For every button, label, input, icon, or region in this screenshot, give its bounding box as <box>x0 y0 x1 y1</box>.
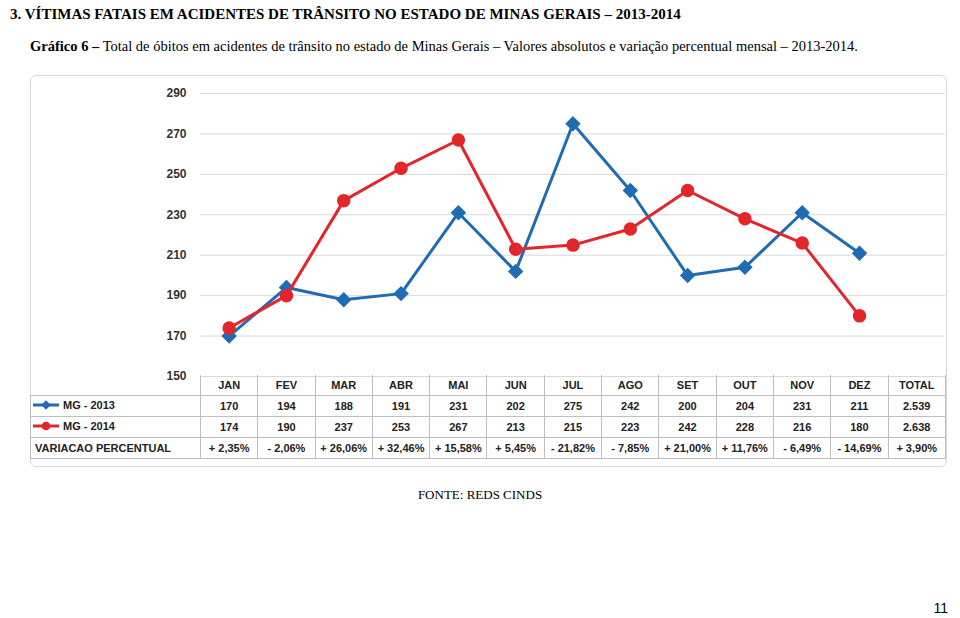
html-text:253: 253 <box>391 421 411 433</box>
html-text:+ 26,06%: + 26,06% <box>320 442 368 454</box>
html-text:2.638: 2.638 <box>902 421 931 433</box>
html-text:2.539: 2.539 <box>902 400 931 412</box>
html-text:MG - 2014: MG - 2014 <box>63 420 115 432</box>
html-text:JUN: JUN <box>504 379 527 391</box>
html-text:215: 215 <box>563 421 583 433</box>
html-text:JUL: JUL <box>562 379 584 391</box>
html-text:231: 231 <box>792 400 812 412</box>
html-text:FEV: FEV <box>275 379 298 391</box>
svg-text:270: 270 <box>166 127 186 141</box>
html-text:OUT: OUT <box>733 379 757 391</box>
html-text:231: 231 <box>449 400 468 412</box>
html-text:191: 191 <box>391 400 411 412</box>
html-text:+ 32,46%: + 32,46% <box>377 442 425 454</box>
html-text:+ 5,45%: + 5,45% <box>495 442 536 454</box>
html-text:3. VÍTIMAS FATAIS EM ACIDENTES: 3. VÍTIMAS FATAIS EM ACIDENTES DE TRÂNSI… <box>10 6 681 22</box>
html-text:188: 188 <box>334 400 353 412</box>
html-text:242: 242 <box>621 400 640 412</box>
html-text:202: 202 <box>506 400 525 412</box>
html-text:267: 267 <box>449 421 468 433</box>
html-text:- 2,06%: - 2,06% <box>267 442 306 454</box>
html-text:228: 228 <box>735 421 754 433</box>
html-text:Gráfico 6 – Total de óbitos em: Gráfico 6 – Total de óbitos em acidentes… <box>30 38 858 54</box>
svg-text:230: 230 <box>166 208 186 222</box>
html-text:190: 190 <box>277 421 296 433</box>
html-text:- 21,82%: - 21,82% <box>550 442 595 454</box>
html-text:VARIACAO PERCENTUAL: VARIACAO PERCENTUAL <box>35 442 172 454</box>
html-text:223: 223 <box>621 421 640 433</box>
html-text:+ 21,00%: + 21,00% <box>664 442 711 454</box>
html-text:216: 216 <box>792 421 812 433</box>
html-text:SET: SET <box>676 379 699 391</box>
html-text:+ 15,58%: + 15,58% <box>434 442 482 454</box>
svg-text:190: 190 <box>166 288 186 302</box>
svg-text:290: 290 <box>166 86 186 100</box>
html-text:+ 2,35%: + 2,35% <box>208 442 250 454</box>
html-text:174: 174 <box>220 421 239 433</box>
html-text:242: 242 <box>678 421 697 433</box>
svg-text:210: 210 <box>166 248 186 262</box>
svg-text:170: 170 <box>166 329 186 343</box>
html-text:+ 11,76%: + 11,76% <box>721 442 768 454</box>
html-text:MAI: MAI <box>448 379 469 391</box>
html-text:211: 211 <box>850 400 869 412</box>
html-text:180: 180 <box>850 421 869 433</box>
html-text:NOV: NOV <box>790 379 814 391</box>
html-text:204: 204 <box>735 400 754 412</box>
svg-text:150: 150 <box>166 369 186 383</box>
html-text:- 14,69%: - 14,69% <box>837 442 882 454</box>
html-text:DEZ: DEZ <box>848 379 871 391</box>
html-text:MAR: MAR <box>331 379 357 391</box>
svg-text:250: 250 <box>166 167 186 181</box>
html-text:237: 237 <box>334 421 353 433</box>
html-text:ABR: ABR <box>389 379 413 391</box>
html-text:194: 194 <box>277 400 296 412</box>
html-text:170: 170 <box>220 400 239 412</box>
html-text:+ 3,90%: + 3,90% <box>896 442 937 454</box>
html-text:AGO: AGO <box>617 379 643 391</box>
html-text:- 6,49%: - 6,49% <box>783 442 822 454</box>
html-text:200: 200 <box>678 400 697 412</box>
html-text:JAN: JAN <box>218 379 241 391</box>
html-text:TOTAL: TOTAL <box>898 379 935 391</box>
html-text:- 7,85%: - 7,85% <box>611 442 650 454</box>
html-text:213: 213 <box>506 421 525 433</box>
html-text:275: 275 <box>563 400 583 412</box>
html-text:MG - 2013: MG - 2013 <box>63 399 115 411</box>
html-text:FONTE: REDS CINDS: FONTE: REDS CINDS <box>417 487 543 502</box>
html-text:11: 11 <box>933 600 948 616</box>
